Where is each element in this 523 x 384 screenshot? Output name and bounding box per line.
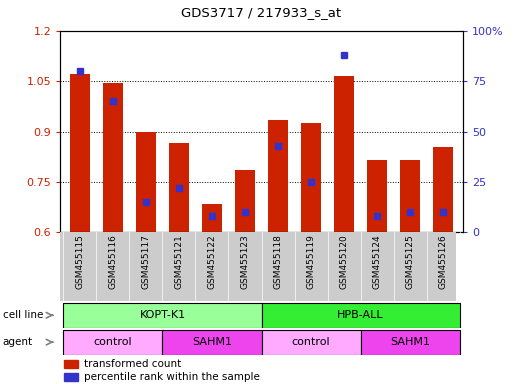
Bar [262, 329, 360, 355]
Bar [163, 329, 262, 355]
Text: GSM455125: GSM455125 [405, 234, 415, 289]
Bar [400, 160, 420, 232]
Text: transformed count: transformed count [84, 359, 181, 369]
Text: KOPT-K1: KOPT-K1 [140, 310, 186, 320]
Bar [360, 329, 460, 355]
Text: GSM455121: GSM455121 [175, 234, 184, 289]
Text: GSM455119: GSM455119 [306, 234, 315, 289]
Bar [235, 170, 255, 232]
Text: GSM455124: GSM455124 [372, 234, 382, 289]
Bar [433, 147, 453, 232]
Bar [63, 329, 163, 355]
Bar [63, 303, 262, 328]
Bar [103, 83, 123, 232]
Bar [334, 76, 354, 232]
Text: HPB-ALL: HPB-ALL [337, 310, 384, 320]
Text: SAHM1: SAHM1 [192, 337, 232, 347]
Text: GDS3717 / 217933_s_at: GDS3717 / 217933_s_at [181, 6, 342, 19]
Bar [268, 120, 288, 232]
Text: agent: agent [3, 337, 33, 347]
Bar [70, 74, 90, 232]
Text: GSM455120: GSM455120 [339, 234, 348, 289]
Bar [367, 160, 387, 232]
Bar [202, 204, 222, 232]
Text: control: control [292, 337, 331, 347]
Text: GSM455117: GSM455117 [141, 234, 151, 289]
Text: GSM455116: GSM455116 [108, 234, 118, 289]
Bar [169, 143, 189, 232]
Bar [262, 303, 460, 328]
Text: GSM455123: GSM455123 [241, 234, 249, 289]
Bar [136, 131, 156, 232]
Text: cell line: cell line [3, 310, 43, 320]
Bar [64, 373, 78, 381]
Text: control: control [94, 337, 132, 347]
Text: SAHM1: SAHM1 [390, 337, 430, 347]
Text: percentile rank within the sample: percentile rank within the sample [84, 372, 260, 382]
Text: GSM455115: GSM455115 [75, 234, 84, 289]
Text: GSM455122: GSM455122 [208, 234, 217, 289]
Bar [64, 360, 78, 368]
Text: GSM455126: GSM455126 [439, 234, 448, 289]
Bar [301, 123, 321, 232]
Text: GSM455118: GSM455118 [274, 234, 282, 289]
